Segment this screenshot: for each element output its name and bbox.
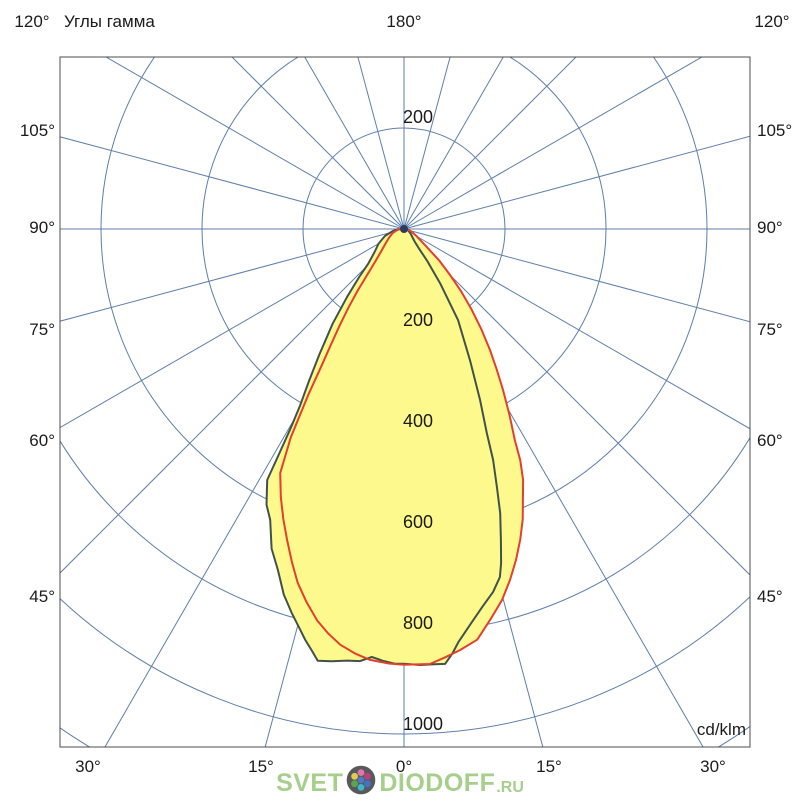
angle-label-bottom: 15° (248, 757, 274, 776)
ring-value-label: 200 (403, 107, 434, 127)
angle-label-left: 75° (29, 320, 55, 339)
angle-label-top: 120° (754, 12, 790, 31)
angle-label-right: 105° (757, 121, 793, 140)
ring-value-label: 800 (403, 613, 434, 633)
angle-label-right: 75° (757, 320, 783, 339)
watermark-text-1: SVET (276, 768, 344, 797)
angle-label-bottom: 30° (75, 757, 101, 776)
angle-label-right: 90° (757, 218, 783, 237)
watermark: SVET DIODOFF .RU (0, 765, 800, 800)
watermark-logo-icon (346, 765, 376, 800)
ring-value-label: 600 (403, 512, 434, 532)
angle-label-top: 120° (14, 12, 50, 31)
watermark-text-2: DIODOFF (379, 768, 496, 797)
ring-value-label: 1000 (403, 714, 444, 734)
units-label: cd/klm (696, 720, 746, 739)
ring-value-label: 200 (403, 310, 434, 330)
angle-label-left: 105° (19, 121, 55, 140)
angle-label-left: 90° (29, 218, 55, 237)
angle-label-right: 45° (757, 587, 783, 606)
angle-label-right: 60° (757, 431, 783, 450)
ring-value-label: 400 (403, 411, 434, 431)
angle-label-bottom: 30° (700, 757, 726, 776)
angle-label-bottom: 15° (536, 757, 562, 776)
angle-label-top: 180° (386, 12, 422, 31)
chart-title: Углы гамма (64, 12, 155, 31)
angle-label-left: 60° (29, 431, 55, 450)
angle-label-bottom: 0° (395, 757, 413, 776)
watermark-tld: .RU (496, 779, 524, 796)
angle-label-left: 45° (29, 587, 55, 606)
